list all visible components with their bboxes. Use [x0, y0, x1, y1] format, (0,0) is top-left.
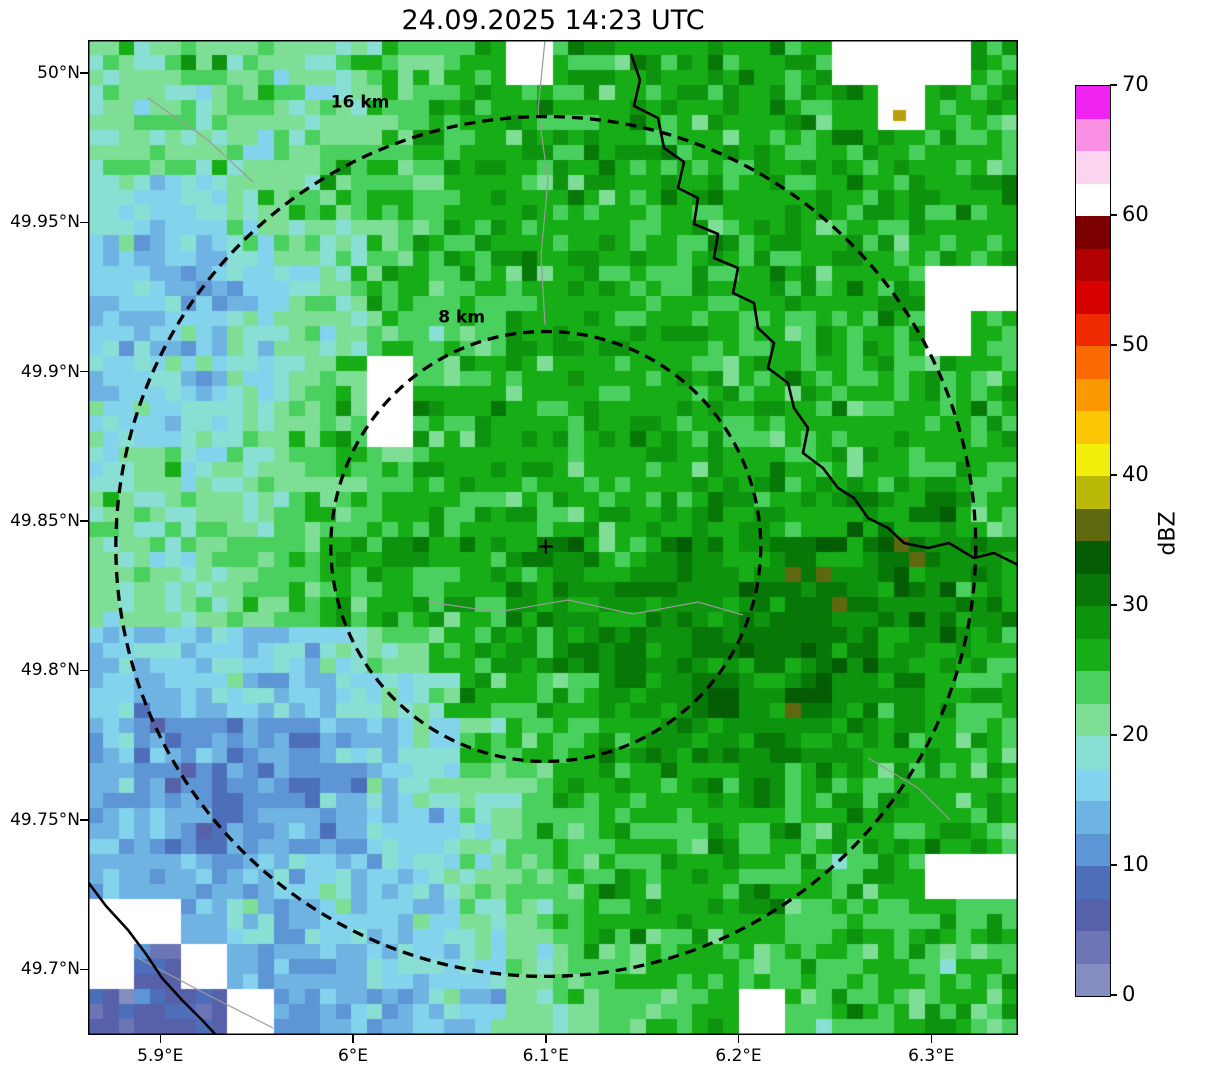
colorbar-tick-mark	[1110, 994, 1117, 996]
y-tick-mark	[80, 819, 88, 821]
colorbar-segment	[1076, 898, 1110, 931]
map-border-line	[537, 40, 549, 326]
y-tick-label: 49.95°N	[10, 212, 80, 233]
y-tick-label: 49.75°N	[10, 809, 80, 830]
x-tick-label: 6.3°E	[908, 1046, 955, 1066]
x-tick-mark	[737, 1035, 740, 1043]
colorbar-tick-label: 20	[1122, 722, 1149, 746]
colorbar-tick-label: 50	[1122, 332, 1149, 356]
colorbar-tick-label: 0	[1122, 982, 1136, 1006]
river-line	[629, 53, 1018, 567]
colorbar-segment	[1076, 86, 1110, 119]
y-tick-mark	[80, 72, 88, 74]
colorbar-segment	[1076, 736, 1110, 769]
colorbar-tick-label: 60	[1122, 202, 1149, 226]
colorbar-tick-label: 10	[1122, 852, 1149, 876]
range-ring	[329, 329, 763, 764]
colorbar-tick-label: 70	[1122, 72, 1149, 96]
x-tick-mark	[930, 1035, 932, 1043]
colorbar-segment	[1076, 606, 1110, 639]
x-tick-mark	[352, 1035, 354, 1043]
y-tick-mark	[80, 669, 88, 672]
colorbar-tick-label: 30	[1122, 592, 1149, 616]
map-border-line	[867, 757, 951, 821]
x-tick-label: 6.2°E	[715, 1046, 762, 1066]
colorbar-tick-label: 40	[1122, 462, 1149, 486]
colorbar-segment	[1076, 378, 1110, 411]
colorbar-tick-mark	[1110, 864, 1117, 866]
y-tick-label: 49.9°N	[20, 361, 80, 382]
y-tick-mark	[80, 221, 88, 224]
colorbar-segment	[1076, 541, 1110, 574]
colorbar-axis-label: dBZ	[1155, 511, 1181, 556]
colorbar-segment	[1076, 638, 1110, 671]
range-ring-label: 16 km	[331, 93, 390, 113]
colorbar-tick-mark	[1110, 734, 1117, 736]
colorbar	[1075, 85, 1111, 997]
y-tick-label: 49.7°N	[20, 959, 80, 980]
range-ring-label: 8 km	[438, 308, 485, 328]
colorbar-segment	[1076, 281, 1110, 314]
y-tick-mark	[80, 968, 88, 970]
x-tick-mark	[545, 1035, 547, 1043]
map-border-line	[147, 97, 254, 183]
y-tick-label: 50°N	[37, 62, 80, 83]
plot-area: 8 km 16 km	[88, 40, 1018, 1035]
colorbar-segment	[1076, 866, 1110, 899]
colorbar-segment	[1076, 833, 1110, 866]
colorbar-segment	[1076, 671, 1110, 704]
colorbar-segment	[1076, 346, 1110, 379]
plot-frame	[88, 40, 1018, 1035]
map-border-line	[137, 957, 274, 1029]
colorbar-segment	[1076, 443, 1110, 476]
colorbar-segment	[1076, 963, 1110, 996]
colorbar-segment	[1076, 768, 1110, 801]
colorbar-segment	[1076, 183, 1110, 216]
colorbar-segment	[1076, 248, 1110, 281]
colorbar-segment	[1076, 801, 1110, 834]
colorbar-tick-mark	[1110, 84, 1117, 86]
y-tick-label: 49.8°N	[20, 660, 80, 681]
colorbar-segment	[1076, 118, 1110, 151]
colorbar-segment	[1076, 216, 1110, 249]
colorbar-segment	[1076, 313, 1110, 346]
plot-title: 24.09.2025 14:23 UTC	[401, 5, 705, 36]
x-tick-label: 6.1°E	[522, 1046, 569, 1066]
x-tick-mark	[159, 1035, 162, 1043]
x-tick-label: 5.9°E	[137, 1046, 184, 1066]
y-tick-mark	[80, 520, 88, 522]
river-line	[88, 881, 217, 1035]
colorbar-segment	[1076, 508, 1110, 541]
colorbar-segment	[1076, 476, 1110, 509]
map-overlay: 8 km 16 km	[88, 40, 1018, 1035]
colorbar-segment	[1076, 931, 1110, 964]
y-tick-label: 49.85°N	[10, 511, 80, 532]
x-tick-label: 6°E	[337, 1046, 369, 1066]
colorbar-tick-mark	[1110, 344, 1117, 346]
range-ring	[114, 114, 978, 979]
colorbar-tick-mark	[1110, 214, 1117, 216]
map-border-line	[427, 599, 744, 616]
colorbar-segment	[1076, 573, 1110, 606]
colorbar-segment	[1076, 411, 1110, 444]
colorbar-tick-mark	[1110, 604, 1117, 606]
colorbar-segment	[1076, 703, 1110, 736]
radar-field-canvas	[88, 40, 1018, 1035]
colorbar-tick-mark	[1110, 474, 1117, 476]
y-tick-mark	[80, 370, 88, 373]
colorbar-segment	[1076, 151, 1110, 184]
